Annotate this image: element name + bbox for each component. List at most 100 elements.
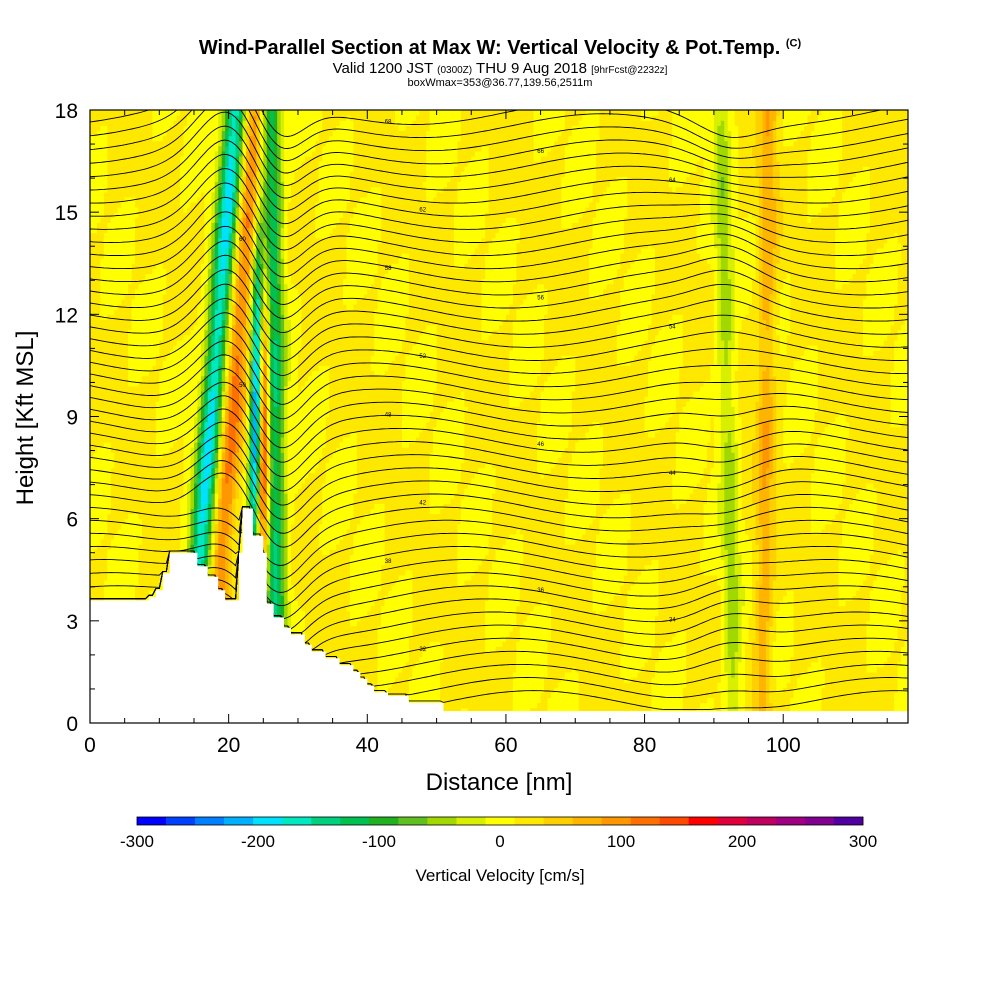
velocity-cell — [93, 248, 97, 254]
velocity-cell — [93, 447, 97, 453]
velocity-cell — [139, 427, 143, 433]
velocity-cell — [135, 514, 139, 520]
velocity-cell — [104, 417, 108, 423]
velocity-cell — [128, 478, 132, 484]
velocity-cell — [145, 294, 149, 300]
velocity-cell — [97, 365, 101, 371]
velocity-cell — [93, 330, 97, 336]
velocity-cell — [118, 268, 122, 274]
velocity-cell — [114, 391, 118, 397]
velocity-cell — [145, 575, 149, 581]
velocity-cell — [145, 529, 149, 535]
velocity-cell — [125, 335, 129, 341]
velocity-cell — [125, 534, 129, 540]
velocity-cell — [90, 258, 94, 264]
velocity-cell — [128, 365, 132, 371]
velocity-cell — [128, 488, 132, 494]
velocity-cell — [107, 595, 111, 601]
velocity-cell — [149, 554, 153, 560]
velocity-cell — [142, 227, 146, 233]
velocity-cell — [142, 529, 146, 535]
velocity-cell — [125, 422, 129, 428]
velocity-cell — [111, 539, 115, 545]
chart-svg: 6866646260585654525048464442403836343230… — [0, 0, 1000, 1000]
velocity-cell — [97, 483, 101, 489]
velocity-cell — [163, 498, 167, 504]
velocity-cell — [104, 125, 108, 131]
velocity-cell — [97, 473, 101, 479]
velocity-cell — [111, 396, 115, 402]
velocity-cell — [111, 534, 115, 540]
velocity-cell — [118, 325, 122, 331]
velocity-cell — [152, 376, 156, 382]
velocity-cell — [149, 411, 153, 417]
velocity-cell — [107, 212, 111, 218]
velocity-cell — [93, 238, 97, 244]
velocity-cell — [135, 570, 139, 576]
velocity-cell — [125, 565, 129, 571]
velocity-cell — [139, 483, 143, 489]
velocity-cell — [93, 498, 97, 504]
velocity-cell — [125, 478, 129, 484]
velocity-cell — [125, 345, 129, 351]
velocity-cell — [152, 406, 156, 412]
velocity-cell — [118, 202, 122, 208]
velocity-cell — [132, 529, 136, 535]
velocity-cell — [107, 575, 111, 581]
velocity-cell — [135, 120, 139, 126]
velocity-cell — [145, 273, 149, 279]
velocity-cell — [111, 325, 115, 331]
velocity-cell — [104, 233, 108, 239]
velocity-cell — [145, 508, 149, 514]
velocity-cell — [114, 595, 118, 601]
velocity-cell — [100, 207, 104, 213]
velocity-cell — [139, 391, 143, 397]
velocity-cell — [114, 217, 118, 223]
velocity-cell — [156, 253, 160, 259]
velocity-cell — [121, 258, 125, 264]
velocity-cell — [128, 462, 132, 468]
velocity-cell — [100, 294, 104, 300]
velocity-cell — [104, 309, 108, 315]
velocity-cell — [104, 427, 108, 433]
velocity-cell — [97, 151, 101, 157]
velocity-cell — [107, 284, 111, 290]
velocity-cell — [145, 176, 149, 182]
velocity-cell — [139, 273, 143, 279]
velocity-cell — [145, 437, 149, 443]
velocity-cell — [159, 284, 163, 290]
velocity-cell — [104, 156, 108, 162]
velocity-cell — [90, 401, 94, 407]
velocity-cell — [139, 299, 143, 305]
velocity-cell — [97, 595, 101, 601]
velocity-cell — [135, 565, 139, 571]
velocity-cell — [149, 309, 153, 315]
velocity-cell — [104, 565, 108, 571]
velocity-cell — [90, 294, 94, 300]
velocity-cell — [132, 202, 136, 208]
velocity-cell — [128, 309, 132, 315]
velocity-cell — [90, 498, 94, 504]
velocity-cell — [135, 248, 139, 254]
velocity-cell — [118, 554, 122, 560]
velocity-cell — [135, 483, 139, 489]
velocity-cell — [156, 360, 160, 366]
velocity-cell — [121, 171, 125, 177]
velocity-cell — [121, 519, 125, 525]
velocity-cell — [90, 437, 94, 443]
velocity-cell — [93, 263, 97, 269]
velocity-cell — [152, 304, 156, 310]
velocity-cell — [114, 330, 118, 336]
velocity-cell — [132, 314, 136, 320]
velocity-cell — [114, 182, 118, 188]
velocity-cell — [90, 565, 94, 571]
velocity-cell — [107, 273, 111, 279]
velocity-cell — [159, 350, 163, 356]
velocity-cell — [132, 227, 136, 233]
velocity-cell — [135, 442, 139, 448]
velocity-cell — [114, 268, 118, 274]
velocity-cell — [142, 360, 146, 366]
velocity-cell — [152, 544, 156, 550]
velocity-cell — [149, 422, 153, 428]
velocity-cell — [121, 575, 125, 581]
